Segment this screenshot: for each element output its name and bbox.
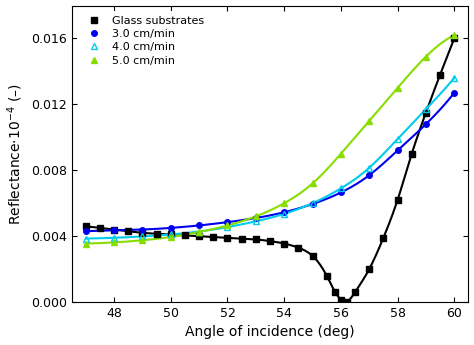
3.0 cm/min bbox=[225, 220, 230, 224]
5.0 cm/min bbox=[253, 214, 259, 218]
5.0 cm/min bbox=[196, 230, 202, 234]
3.0 cm/min bbox=[111, 228, 117, 233]
4.0 cm/min bbox=[395, 137, 401, 141]
Glass substrates bbox=[126, 229, 131, 233]
3.0 cm/min bbox=[282, 210, 287, 214]
Glass substrates bbox=[97, 226, 103, 230]
Glass substrates bbox=[111, 227, 117, 231]
Glass substrates bbox=[338, 297, 344, 302]
Glass substrates bbox=[225, 236, 230, 240]
4.0 cm/min bbox=[366, 166, 372, 170]
3.0 cm/min bbox=[310, 202, 315, 206]
Line: Glass substrates: Glass substrates bbox=[82, 35, 458, 305]
Glass substrates bbox=[267, 239, 273, 243]
3.0 cm/min bbox=[83, 229, 89, 233]
5.0 cm/min bbox=[83, 241, 89, 246]
Glass substrates bbox=[332, 290, 338, 294]
Glass substrates bbox=[140, 231, 146, 235]
Glass substrates bbox=[210, 235, 216, 239]
5.0 cm/min bbox=[451, 33, 457, 37]
Glass substrates bbox=[381, 236, 386, 240]
4.0 cm/min bbox=[451, 76, 457, 80]
5.0 cm/min bbox=[168, 235, 173, 239]
5.0 cm/min bbox=[338, 152, 344, 156]
4.0 cm/min bbox=[423, 107, 429, 111]
Line: 5.0 cm/min: 5.0 cm/min bbox=[83, 32, 457, 246]
Glass substrates bbox=[168, 233, 173, 237]
Glass substrates bbox=[295, 246, 301, 250]
5.0 cm/min bbox=[140, 238, 146, 242]
Glass substrates bbox=[324, 274, 329, 278]
5.0 cm/min bbox=[282, 201, 287, 205]
Glass substrates bbox=[451, 37, 457, 41]
Glass substrates bbox=[344, 299, 349, 304]
3.0 cm/min bbox=[140, 227, 146, 231]
4.0 cm/min bbox=[225, 225, 230, 229]
5.0 cm/min bbox=[310, 181, 315, 186]
3.0 cm/min bbox=[395, 148, 401, 152]
Glass substrates bbox=[239, 237, 245, 241]
Glass substrates bbox=[282, 241, 287, 246]
5.0 cm/min bbox=[111, 240, 117, 245]
3.0 cm/min bbox=[168, 226, 173, 230]
X-axis label: Angle of incidence (deg): Angle of incidence (deg) bbox=[185, 325, 355, 339]
Line: 4.0 cm/min: 4.0 cm/min bbox=[83, 75, 457, 242]
Glass substrates bbox=[409, 152, 415, 156]
5.0 cm/min bbox=[366, 119, 372, 123]
3.0 cm/min bbox=[338, 190, 344, 195]
Glass substrates bbox=[253, 237, 259, 242]
5.0 cm/min bbox=[395, 86, 401, 90]
Glass substrates bbox=[366, 267, 372, 271]
Legend: Glass substrates, 3.0 cm/min, 4.0 cm/min, 5.0 cm/min: Glass substrates, 3.0 cm/min, 4.0 cm/min… bbox=[77, 11, 208, 70]
Glass substrates bbox=[352, 290, 358, 294]
Line: 3.0 cm/min: 3.0 cm/min bbox=[83, 90, 457, 234]
Y-axis label: Reflectance·10$^{-4}$ (–): Reflectance·10$^{-4}$ (–) bbox=[6, 83, 25, 225]
3.0 cm/min bbox=[423, 122, 429, 126]
4.0 cm/min bbox=[196, 229, 202, 234]
Glass substrates bbox=[83, 224, 89, 228]
Glass substrates bbox=[310, 254, 315, 258]
4.0 cm/min bbox=[168, 233, 173, 237]
Glass substrates bbox=[182, 233, 188, 237]
Glass substrates bbox=[395, 198, 401, 202]
Glass substrates bbox=[423, 110, 429, 115]
4.0 cm/min bbox=[310, 201, 315, 205]
Glass substrates bbox=[154, 231, 159, 236]
4.0 cm/min bbox=[83, 237, 89, 241]
5.0 cm/min bbox=[423, 55, 429, 59]
4.0 cm/min bbox=[282, 212, 287, 216]
4.0 cm/min bbox=[338, 186, 344, 190]
4.0 cm/min bbox=[253, 219, 259, 224]
3.0 cm/min bbox=[451, 91, 457, 95]
Glass substrates bbox=[196, 234, 202, 238]
Glass substrates bbox=[437, 73, 443, 77]
3.0 cm/min bbox=[366, 173, 372, 177]
3.0 cm/min bbox=[196, 223, 202, 227]
3.0 cm/min bbox=[253, 216, 259, 220]
4.0 cm/min bbox=[140, 234, 146, 238]
5.0 cm/min bbox=[225, 223, 230, 227]
4.0 cm/min bbox=[111, 236, 117, 240]
